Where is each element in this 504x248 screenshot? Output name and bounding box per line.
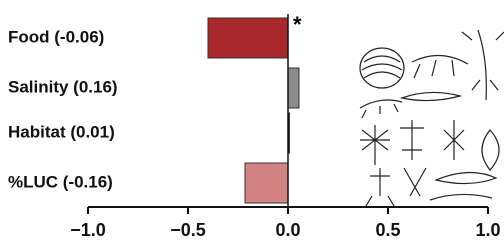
- category-label: Salinity (0.16): [8, 77, 118, 96]
- x-tick-label: 0.5: [375, 220, 400, 240]
- chart: −1.0 −0.5 0.0 0.5 1.0 Food (-0.06) Salinity (0…: [0, 0, 504, 248]
- category-label: Food (-0.06): [8, 27, 104, 46]
- page: {"chart_data": {"type": "hbar", "categor…: [0, 0, 504, 248]
- bar: [208, 18, 288, 58]
- bar: [288, 68, 299, 108]
- category-label: Habitat (0.01): [8, 122, 115, 141]
- x-tick-label: 0.0: [275, 220, 300, 240]
- significance-marker: *: [293, 12, 302, 37]
- x-tick-label: −0.5: [170, 220, 206, 240]
- x-tick-label: −1.0: [70, 220, 106, 240]
- category-label: %LUC (-0.16): [8, 172, 113, 191]
- x-tick-label: 1.0: [475, 220, 500, 240]
- organism-illustrations: [360, 30, 504, 206]
- bar: [245, 163, 288, 203]
